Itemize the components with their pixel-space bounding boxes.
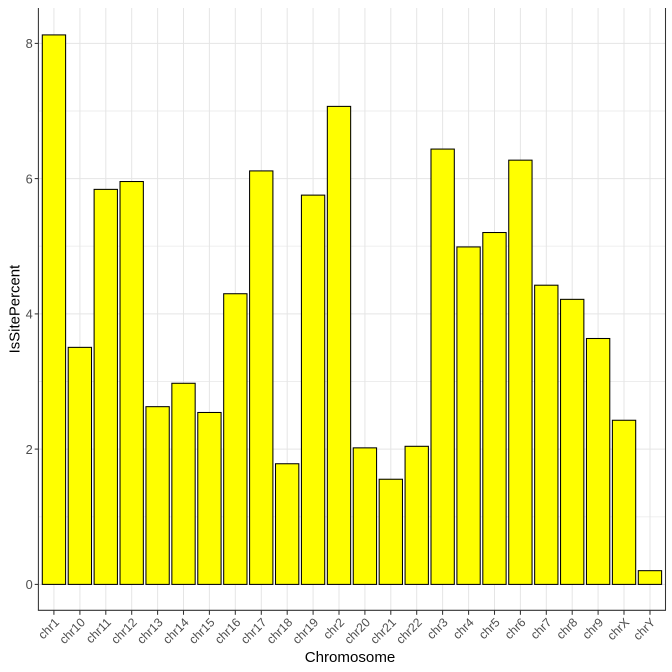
svg-text:2: 2 <box>26 442 33 457</box>
svg-text:Chromosome: Chromosome <box>305 649 396 666</box>
svg-text:IsSitePercent: IsSitePercent <box>7 264 23 353</box>
svg-text:8: 8 <box>26 36 33 51</box>
svg-text:6: 6 <box>26 171 33 186</box>
svg-text:0: 0 <box>26 577 33 592</box>
svg-text:4: 4 <box>26 307 33 322</box>
